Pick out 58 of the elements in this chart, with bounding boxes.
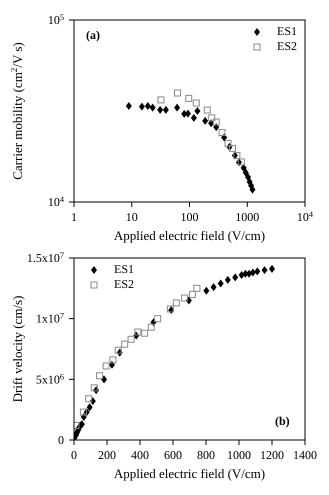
point	[134, 328, 142, 336]
legend-label: ES2	[114, 277, 134, 292]
y-tick-label: 1.5x10$^{7}$	[26, 250, 64, 265]
point	[250, 268, 256, 277]
point	[128, 336, 135, 343]
point	[154, 315, 162, 322]
x-axis-title: Applied electric field (V/cm)	[114, 228, 266, 243]
legend-label: ES1	[114, 262, 134, 277]
y-tick-label: 10$^{4}$	[48, 194, 65, 209]
point	[96, 372, 104, 380]
point	[102, 362, 110, 370]
point	[172, 299, 180, 306]
point	[193, 284, 200, 292]
x-tick-label: 0	[71, 448, 77, 462]
x-tick-label: 400	[131, 448, 149, 462]
y-tick-label: 5x10$^{6}$	[36, 372, 64, 386]
point	[246, 270, 252, 278]
x-tick-label: 800	[197, 448, 215, 462]
point	[121, 340, 128, 348]
point	[80, 408, 87, 416]
x-tick-label: 10	[126, 210, 138, 224]
y-axis-title: Drift velocity (cm/s)	[10, 296, 25, 402]
annotation: (a)	[86, 28, 100, 43]
x-tick-label: 1000	[235, 210, 260, 224]
point	[218, 279, 224, 288]
x-tick-label: 200	[98, 448, 116, 462]
point	[90, 384, 98, 392]
x-tick-label: 100	[180, 210, 198, 224]
point	[114, 346, 122, 354]
point	[109, 356, 116, 364]
x-tick-label: 1	[71, 210, 77, 224]
point	[188, 290, 196, 298]
point	[269, 264, 275, 273]
point	[262, 266, 268, 274]
x-tick-label: 1000	[227, 448, 251, 462]
point	[141, 330, 148, 337]
x-tick-label: 1200	[260, 448, 284, 462]
point	[232, 273, 238, 282]
x-tick-label: 1400	[293, 448, 317, 462]
y-tick-label: 1x10$^{7}$	[36, 311, 64, 326]
point	[224, 276, 231, 284]
point	[181, 294, 188, 302]
point	[86, 403, 93, 412]
annotation: (b)	[275, 414, 290, 429]
x-tick-label: 10$^{4}$	[296, 210, 314, 224]
x-axis-title: Applied electric field (V/cm)	[114, 466, 266, 481]
point	[85, 395, 92, 402]
point	[203, 286, 210, 295]
point	[101, 375, 108, 384]
point	[254, 267, 260, 276]
y-tick-label: 0	[58, 433, 64, 447]
point	[148, 324, 155, 331]
point	[210, 283, 217, 292]
x-tick-label: 600	[164, 448, 182, 462]
point	[238, 270, 245, 279]
legend-label: ES1	[276, 24, 297, 39]
legend-label: ES2	[276, 39, 297, 54]
y-tick-label: 10$^{5}$	[48, 12, 64, 27]
